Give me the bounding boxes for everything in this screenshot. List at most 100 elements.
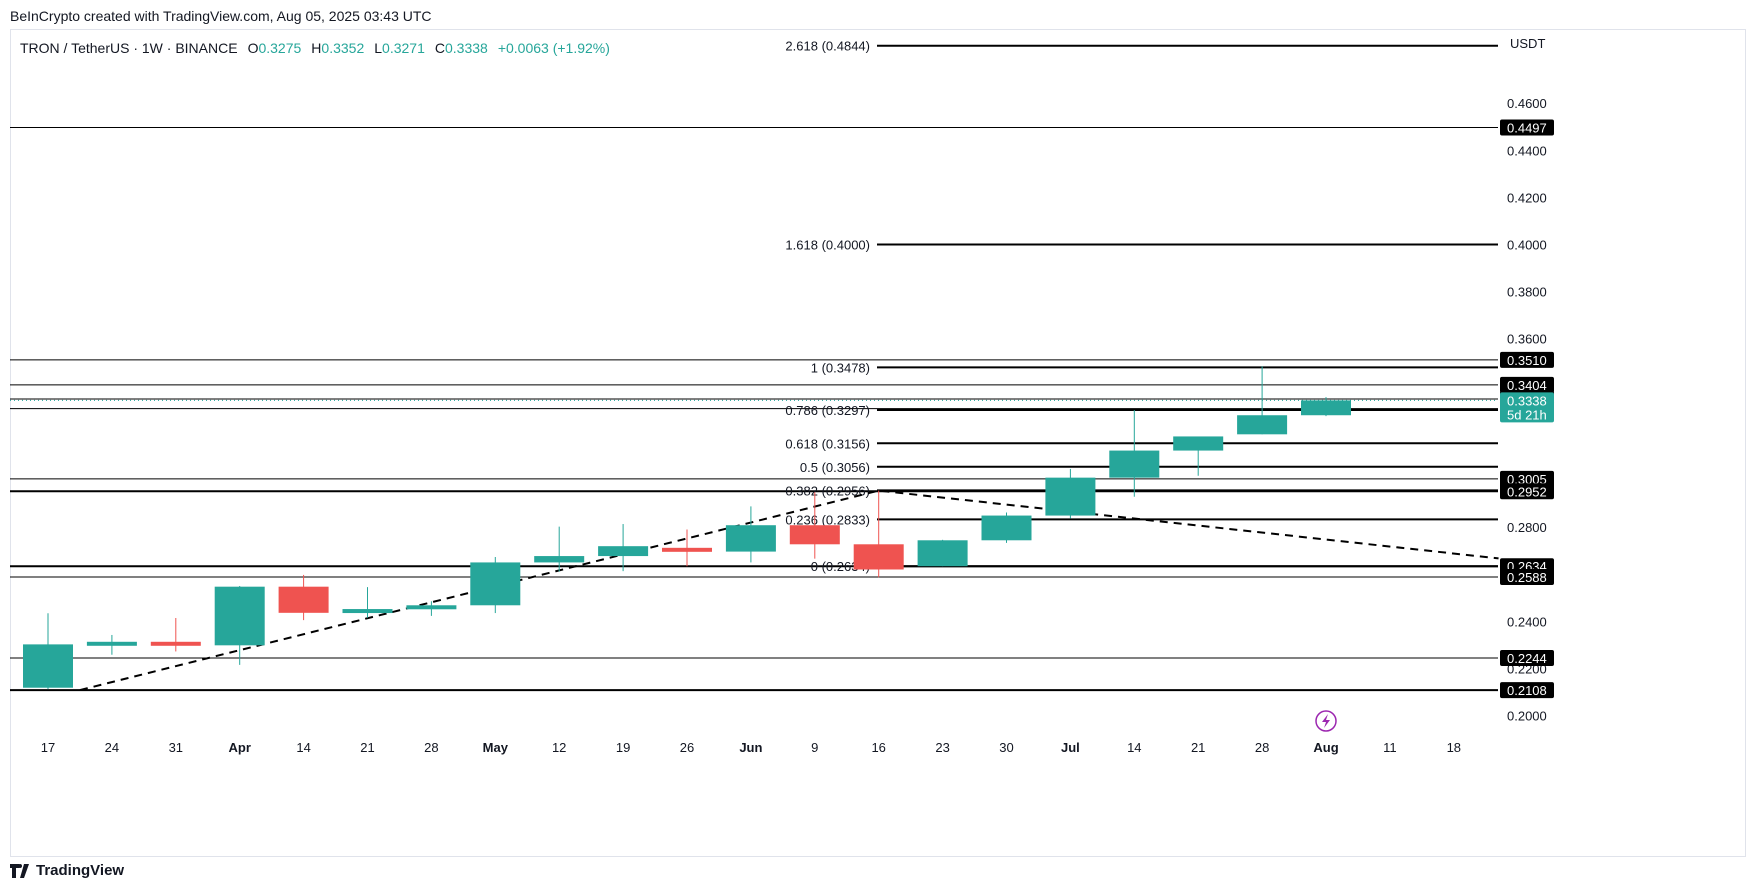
low-value: 0.3271 [382,40,425,56]
x-tick-label: 19 [616,740,630,755]
candle [598,524,649,572]
candle [662,529,712,567]
chart-frame [10,29,1746,857]
symbol-label: TRON / TetherUS · 1W · BINANCE [20,40,238,56]
x-tick-label: 26 [680,740,694,755]
candle [406,601,457,616]
candle [1045,468,1096,519]
y-tick-label: 0.4200 [1507,190,1547,205]
change-value: +0.0063 (+1.92%) [497,40,610,56]
ohlc-legend: TRON / TetherUS · 1W · BINANCE O0.3275 H… [20,40,610,56]
price-tag-bg [1500,376,1554,393]
x-tick-label: 14 [1127,740,1141,755]
price-tag-bg [1500,569,1554,586]
tradingview-logo-icon [10,863,29,878]
candle-body [86,641,137,646]
x-tick-label: 31 [169,740,183,755]
fib-level-label: 2.618 (0.4844) [785,39,870,54]
candle [342,587,393,618]
candle-body [1237,415,1288,435]
candle [1173,436,1224,476]
candle-body [278,586,329,613]
y-tick-label: 0.3600 [1507,332,1547,347]
y-tick-label: 0.2800 [1507,520,1547,535]
low-key: L [374,40,383,56]
price-tag-label: 0.3404 [1507,378,1547,393]
price-tag-label: 0.2952 [1507,484,1547,499]
current-price-tag-bg [1500,392,1554,423]
candle [214,585,265,665]
candle [534,526,585,572]
chart-credit: BeInCrypto created with TradingView.com,… [10,8,432,24]
candle-body [1301,400,1351,416]
candle-body [789,525,840,545]
y-tick-label: 0.4400 [1507,143,1547,158]
x-tick-label: 14 [296,740,310,755]
x-tick-label: 21 [1191,740,1205,755]
currency-label: USDT [1510,36,1545,51]
candle-body [725,525,776,552]
price-tag-bg [1500,470,1554,487]
candle-body [534,556,585,563]
x-tick-label: 16 [871,740,885,755]
y-tick-label: 0.4600 [1507,96,1547,111]
high-key: H [311,40,322,56]
candle-body [214,586,265,646]
candle [278,574,329,621]
tradingview-footer[interactable]: TradingView [10,862,124,879]
fib-level-label: 1 (0.3478) [811,360,870,375]
fib-level-label: 0.786 (0.3297) [785,403,870,418]
candle [725,506,776,563]
candle-body [1109,450,1160,478]
price-tag-label: 0.4497 [1507,120,1547,135]
price-tag-label: 0.2588 [1507,570,1547,585]
price-tag-label: 0.2244 [1507,651,1547,666]
x-tick-label: 28 [1255,740,1269,755]
y-tick-label: 0.2400 [1507,614,1547,629]
x-tick-label: Jun [739,740,762,755]
fib-level-label: 1.618 (0.4000) [785,238,870,253]
candle-body [23,644,73,688]
x-tick-label: 11 [1383,740,1397,755]
candle [470,557,521,614]
tradingview-brand: TradingView [36,862,125,879]
fib-level-label: 0.382 (0.2956) [785,483,870,498]
price-tag-label: 0.3510 [1507,353,1547,368]
candle-body [917,540,968,567]
x-tick-label: 9 [811,740,818,755]
open-value: 0.3275 [258,40,302,56]
x-tick-label: Jul [1061,740,1080,755]
candle [150,618,201,652]
candle [917,539,968,567]
close-key: C [434,40,445,56]
candle-body [470,562,521,606]
candle [981,512,1032,543]
candle [86,634,137,655]
x-tick-label: 28 [424,740,438,755]
price-tag-bg [1500,351,1554,368]
y-tick-label: 0.2000 [1507,709,1547,724]
bar-countdown: 5d 21h [1507,407,1547,422]
lightning-glyph [1322,714,1330,728]
candle [853,490,904,578]
price-tag-bg [1500,650,1554,667]
candle [1109,410,1160,497]
close-value: 0.3338 [444,40,488,56]
x-tick-label: May [483,740,509,755]
y-tick-label: 0.3800 [1507,285,1547,300]
current-price-tag: 0.3338 [1507,393,1547,408]
fib-level-label: 0.236 (0.2833) [785,512,870,527]
fib-level-label: 0.5 (0.3056) [800,460,870,475]
x-tick-label: Apr [229,740,251,755]
open-key: O [247,40,259,56]
price-tag-bg [1500,119,1554,136]
candle-body [1173,436,1224,451]
x-tick-label: 24 [105,740,119,755]
candle-body [662,547,712,552]
trendline [79,489,1499,692]
candle-body [853,544,904,570]
candle [23,613,73,690]
candle-body [598,546,649,557]
x-tick-label: 30 [999,740,1013,755]
